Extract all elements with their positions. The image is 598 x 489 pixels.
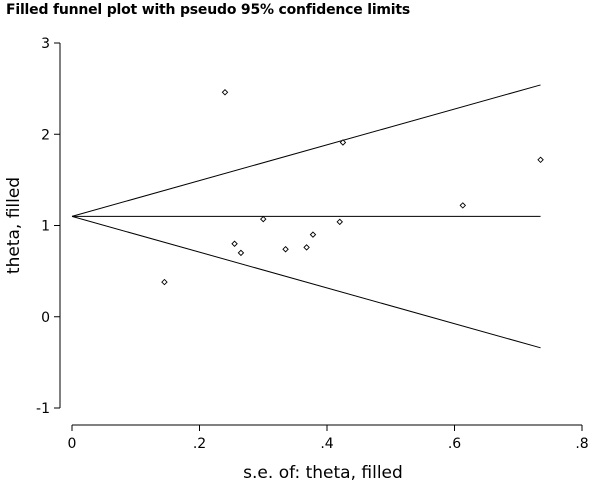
y-tick-label: 3: [41, 36, 50, 52]
axes: [59, 43, 582, 426]
data-point: [336, 218, 343, 226]
y-tick-label: 1: [41, 219, 50, 235]
data-point: [303, 244, 310, 251]
data-point: [237, 249, 245, 257]
chart-title: Filled funnel plot with pseudo 95% confi…: [6, 2, 411, 18]
funnel-lines: [71, 84, 541, 349]
y-axis-label: theta, filled: [4, 177, 24, 274]
data-point: [282, 245, 289, 253]
data-point: [221, 89, 229, 96]
y-axis-ticks: -1 0 1 2 3: [36, 36, 60, 417]
data-point: [537, 156, 544, 164]
x-tick-label: .2: [193, 436, 206, 452]
y-tick-label: 2: [41, 127, 50, 143]
x-tick-label: 0: [68, 436, 77, 452]
x-axis-ticks: 0 .2 .4 .6 .8: [68, 425, 589, 452]
lower-confidence-limit-line: [71, 215, 541, 349]
x-tick-label: .4: [320, 436, 333, 452]
x-tick-label: .8: [575, 436, 588, 452]
data-point: [260, 215, 267, 223]
data-points: [161, 89, 544, 286]
x-axis-label: s.e. of: theta, filled: [243, 463, 403, 483]
data-point: [309, 231, 317, 238]
data-point: [459, 202, 467, 209]
x-tick-label: .6: [448, 436, 461, 452]
upper-confidence-limit-line: [71, 84, 541, 217]
y-tick-label: -1: [36, 401, 50, 417]
data-point: [339, 139, 347, 146]
data-point: [231, 240, 238, 247]
data-point: [161, 278, 168, 286]
y-tick-label: 0: [41, 310, 50, 326]
